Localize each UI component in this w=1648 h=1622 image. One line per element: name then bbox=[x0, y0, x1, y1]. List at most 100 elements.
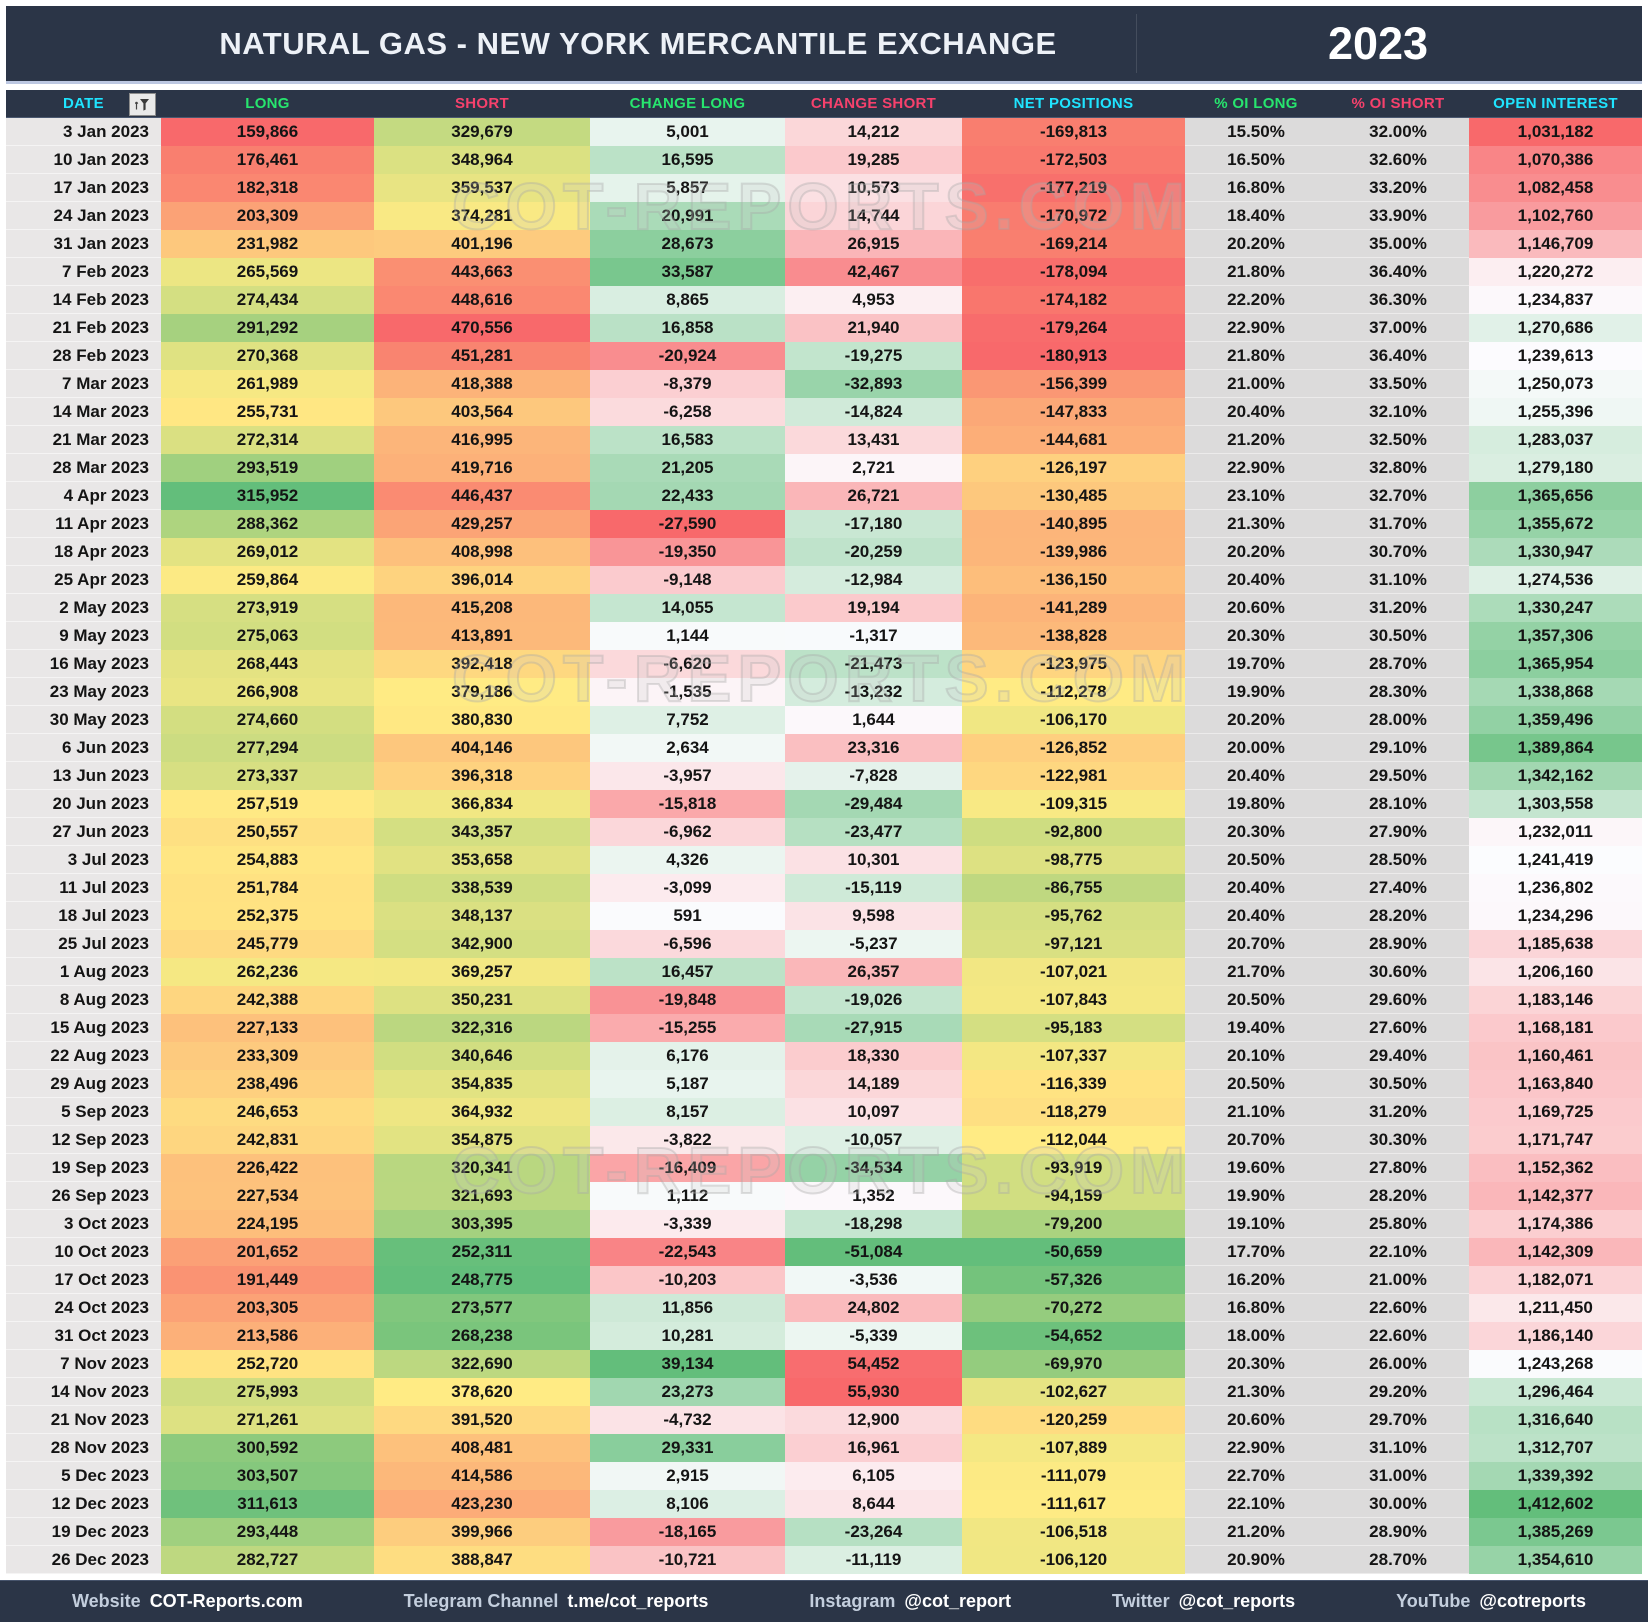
cell-short: 391,520 bbox=[374, 1406, 590, 1434]
cell-net-positions: -107,843 bbox=[962, 986, 1185, 1014]
cell-long: 176,461 bbox=[161, 146, 374, 174]
table-row: 10 Oct 2023 201,652 252,311 -22,543 -51,084-… bbox=[6, 1238, 1642, 1266]
cell-open-interest: 1,303,558 bbox=[1469, 790, 1642, 818]
cell-change-short: -51,084 bbox=[785, 1238, 962, 1266]
cell-pct-oi-long: 21.80% bbox=[1185, 258, 1327, 286]
cell-open-interest: 1,160,461 bbox=[1469, 1042, 1642, 1070]
cell-pct-oi-short: 22.60% bbox=[1327, 1294, 1469, 1322]
cell-date: 10 Oct 2023 bbox=[6, 1238, 161, 1266]
cell-pct-oi-long: 20.20% bbox=[1185, 230, 1327, 258]
cell-change-long: -19,350 bbox=[590, 538, 785, 566]
cell-pct-oi-short: 29.20% bbox=[1327, 1378, 1469, 1406]
cell-open-interest: 1,283,037 bbox=[1469, 426, 1642, 454]
cell-change-long: 7,752 bbox=[590, 706, 785, 734]
cell-date: 15 Aug 2023 bbox=[6, 1014, 161, 1042]
cell-net-positions: -169,214 bbox=[962, 230, 1185, 258]
cell-long: 159,866 bbox=[161, 118, 374, 146]
footer-link-instagram[interactable]: Instagram @cot_report bbox=[809, 1591, 1011, 1612]
cell-open-interest: 1,236,802 bbox=[1469, 874, 1642, 902]
cell-change-short: 8,644 bbox=[785, 1490, 962, 1518]
table-row: 8 Aug 2023 242,388 350,231 -19,848 -19,026 -1… bbox=[6, 986, 1642, 1014]
cell-open-interest: 1,338,868 bbox=[1469, 678, 1642, 706]
cell-net-positions: -112,044 bbox=[962, 1126, 1185, 1154]
footer-label: YouTube bbox=[1396, 1591, 1471, 1611]
cell-pct-oi-long: 19.60% bbox=[1185, 1154, 1327, 1182]
filter-icon[interactable] bbox=[129, 93, 156, 116]
cell-net-positions: -109,315 bbox=[962, 790, 1185, 818]
table-row: 28 Mar 2023 293,519 419,716 21,205 2,721 -126… bbox=[6, 454, 1642, 482]
cell-date: 14 Nov 2023 bbox=[6, 1378, 161, 1406]
cell-long: 270,368 bbox=[161, 342, 374, 370]
cell-date: 8 Aug 2023 bbox=[6, 986, 161, 1014]
cell-net-positions: -180,913 bbox=[962, 342, 1185, 370]
cell-change-long: 8,865 bbox=[590, 286, 785, 314]
cell-date: 24 Jan 2023 bbox=[6, 202, 161, 230]
cell-long: 250,557 bbox=[161, 818, 374, 846]
cell-pct-oi-short: 32.50% bbox=[1327, 426, 1469, 454]
cell-change-short: 42,467 bbox=[785, 258, 962, 286]
cell-change-long: 29,331 bbox=[590, 1434, 785, 1462]
cell-open-interest: 1,385,269 bbox=[1469, 1518, 1642, 1546]
footer-link-youtube[interactable]: YouTube @cotreports bbox=[1396, 1591, 1586, 1612]
cell-change-short: 14,189 bbox=[785, 1070, 962, 1098]
cell-pct-oi-short: 32.60% bbox=[1327, 146, 1469, 174]
cell-long: 277,294 bbox=[161, 734, 374, 762]
cell-change-short: -21,473 bbox=[785, 650, 962, 678]
table-row: 7 Mar 2023 261,989 418,388 -8,379 -32,893 -15… bbox=[6, 370, 1642, 398]
cell-pct-oi-short: 27.40% bbox=[1327, 874, 1469, 902]
footer-link-telegram[interactable]: Telegram Channel t.me/cot_reports bbox=[404, 1591, 709, 1612]
cell-pct-oi-long: 21.30% bbox=[1185, 510, 1327, 538]
cell-net-positions: -54,652 bbox=[962, 1322, 1185, 1350]
table-row: 28 Feb 2023 270,368 451,281 -20,924 -19,275-… bbox=[6, 342, 1642, 370]
cell-net-positions: -140,895 bbox=[962, 510, 1185, 538]
table-row: 15 Aug 2023 227,133 322,316 -15,255 -27,915-… bbox=[6, 1014, 1642, 1042]
cell-open-interest: 1,279,180 bbox=[1469, 454, 1642, 482]
cell-change-long: -22,543 bbox=[590, 1238, 785, 1266]
cell-short: 408,481 bbox=[374, 1434, 590, 1462]
cell-open-interest: 1,330,247 bbox=[1469, 594, 1642, 622]
cell-long: 266,908 bbox=[161, 678, 374, 706]
cell-pct-oi-short: 27.80% bbox=[1327, 1154, 1469, 1182]
cell-net-positions: -95,762 bbox=[962, 902, 1185, 930]
cell-long: 233,309 bbox=[161, 1042, 374, 1070]
cell-short: 252,311 bbox=[374, 1238, 590, 1266]
cell-change-short: 55,930 bbox=[785, 1378, 962, 1406]
cell-date: 2 May 2023 bbox=[6, 594, 161, 622]
cell-change-short: 19,194 bbox=[785, 594, 962, 622]
cell-net-positions: -177,219 bbox=[962, 174, 1185, 202]
cell-change-long: 5,187 bbox=[590, 1070, 785, 1098]
cell-pct-oi-short: 28.10% bbox=[1327, 790, 1469, 818]
cell-date: 6 Jun 2023 bbox=[6, 734, 161, 762]
cell-change-long: -3,957 bbox=[590, 762, 785, 790]
cell-pct-oi-short: 29.70% bbox=[1327, 1406, 1469, 1434]
cell-change-long: -15,255 bbox=[590, 1014, 785, 1042]
cell-date: 3 Jan 2023 bbox=[6, 118, 161, 146]
cell-pct-oi-long: 20.70% bbox=[1185, 1126, 1327, 1154]
footer-link-website[interactable]: Website COT-Reports.com bbox=[72, 1591, 303, 1612]
cell-change-short: -7,828 bbox=[785, 762, 962, 790]
cell-pct-oi-long: 22.70% bbox=[1185, 1462, 1327, 1490]
cell-change-short: 1,644 bbox=[785, 706, 962, 734]
table-row: 23 May 2023 266,908 379,186 -1,535 -13,232 -1… bbox=[6, 678, 1642, 706]
cell-change-long: 591 bbox=[590, 902, 785, 930]
column-header-date-label: DATE bbox=[63, 95, 104, 112]
cell-pct-oi-short: 22.60% bbox=[1327, 1322, 1469, 1350]
cell-long: 213,586 bbox=[161, 1322, 374, 1350]
table-row: 26 Sep 2023 227,534 321,693 1,112 1,352 -94,1… bbox=[6, 1182, 1642, 1210]
footer-link-twitter[interactable]: Twitter @cot_reports bbox=[1112, 1591, 1295, 1612]
cell-long: 282,727 bbox=[161, 1546, 374, 1574]
cell-long: 271,261 bbox=[161, 1406, 374, 1434]
cell-pct-oi-short: 33.20% bbox=[1327, 174, 1469, 202]
cell-net-positions: -106,518 bbox=[962, 1518, 1185, 1546]
cell-pct-oi-long: 19.70% bbox=[1185, 650, 1327, 678]
cell-change-short: -5,339 bbox=[785, 1322, 962, 1350]
cell-short: 320,341 bbox=[374, 1154, 590, 1182]
cell-long: 262,236 bbox=[161, 958, 374, 986]
table-row: 25 Jul 2023 245,779 342,900 -6,596 -5,237 -97… bbox=[6, 930, 1642, 958]
cell-change-long: 1,112 bbox=[590, 1182, 785, 1210]
cell-pct-oi-short: 28.00% bbox=[1327, 706, 1469, 734]
cell-pct-oi-short: 28.70% bbox=[1327, 650, 1469, 678]
cell-long: 245,779 bbox=[161, 930, 374, 958]
cell-pct-oi-long: 20.70% bbox=[1185, 930, 1327, 958]
